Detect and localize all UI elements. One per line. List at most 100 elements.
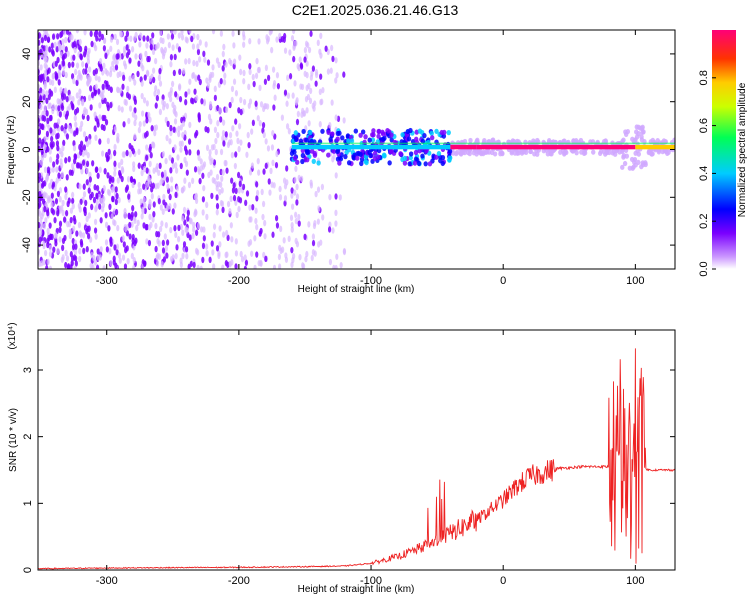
noise-speckle [142,196,146,204]
noise-speckle [93,111,97,118]
noise-speckle [182,67,186,75]
noise-speckle [84,199,88,207]
signal-band-point [308,129,313,136]
noise-speckle [80,120,84,128]
noise-speckle [233,162,237,170]
noise-speckle [334,114,338,121]
noise-speckle [192,59,196,67]
signal-band-point [574,150,579,156]
signal-band-point [305,157,310,163]
noise-speckle [156,182,160,189]
noise-speckle [186,215,190,222]
noise-speckle [150,193,154,200]
noise-speckle [73,46,77,54]
noise-speckle [321,86,325,94]
signal-band-point [335,148,340,155]
signal-band-point [412,160,418,166]
noise-speckle [163,100,167,108]
noise-speckle [228,57,232,65]
noise-speckle [62,93,67,100]
signal-band-point [367,137,372,143]
signal-band-point [331,148,337,154]
noise-speckle [71,197,75,205]
noise-speckle [297,213,301,221]
noise-speckle [171,254,175,261]
noise-speckle [181,215,185,222]
noise-speckle [133,119,137,127]
snr-y-label: SNR (10 * v/v) [8,408,19,472]
noise-speckle [73,248,78,256]
noise-speckle [143,207,147,215]
noise-speckle [97,76,101,83]
noise-speckle [148,177,152,185]
noise-speckle [285,165,289,172]
noise-speckle [291,203,295,210]
noise-speckle [301,262,305,269]
noise-speckle [156,252,160,259]
noise-speckle [212,263,216,269]
noise-speckle [178,84,182,91]
noise-speckle [111,195,115,203]
noise-speckle [181,131,185,139]
signal-band-point [422,133,427,139]
noise-speckle [61,60,66,67]
colorbar-tick-label: 0.0 [698,261,710,276]
signal-band-point [417,148,422,154]
spectrogram-x-axis: -300 -200 -100 0 100 [96,30,645,287]
noise-speckle [250,250,254,257]
noise-speckle [261,121,266,129]
noise-speckle [85,160,90,168]
noise-speckle [262,251,266,259]
noise-speckle [64,46,68,53]
noise-speckle [145,117,149,124]
noise-speckle [68,232,72,240]
noise-speckle [122,241,126,248]
noise-speckle [71,203,75,210]
signal-band-point [482,137,487,144]
noise-speckle [311,249,315,256]
noise-speckle [128,57,132,64]
noise-speckle [94,44,98,52]
noise-speckle [102,185,106,192]
noise-speckle [79,140,84,147]
noise-speckle [213,85,217,93]
noise-speckle [142,222,146,229]
noise-speckle [80,99,85,107]
noise-speckle [131,46,135,53]
noise-speckle [314,68,319,76]
noise-speckle [288,49,292,56]
noise-speckle [215,202,220,210]
noise-speckle [287,128,291,135]
noise-speckle [50,192,54,199]
noise-speckle [118,70,122,78]
noise-speckle [57,118,61,125]
noise-speckle [133,217,137,224]
noise-speckle [54,198,59,205]
noise-speckle [171,44,175,51]
signal-band-point [346,160,352,166]
noise-speckle [121,83,125,90]
noise-speckle [188,30,192,34]
noise-speckle [170,157,175,164]
noise-speckle [90,191,94,199]
noise-speckle [272,104,276,111]
x-tick-label: 0 [500,575,506,587]
noise-speckle [144,50,148,58]
noise-speckle [331,227,335,234]
noise-speckle [256,157,260,165]
noise-speckle [205,243,209,250]
noise-speckle [83,51,87,58]
noise-speckle [99,246,103,253]
noise-speckle [88,75,92,83]
noise-speckle [106,188,111,196]
noise-speckle [48,222,52,229]
spectrogram-x-label: Height of straight line (km) [298,284,415,295]
noise-speckle [294,211,298,219]
noise-speckle [184,36,188,43]
noise-speckle [221,129,226,137]
noise-speckle [161,208,165,215]
y-tick-label: 2 [22,434,34,440]
noise-speckle [114,198,118,206]
noise-speckle [123,212,127,219]
noise-speckle [193,166,198,173]
